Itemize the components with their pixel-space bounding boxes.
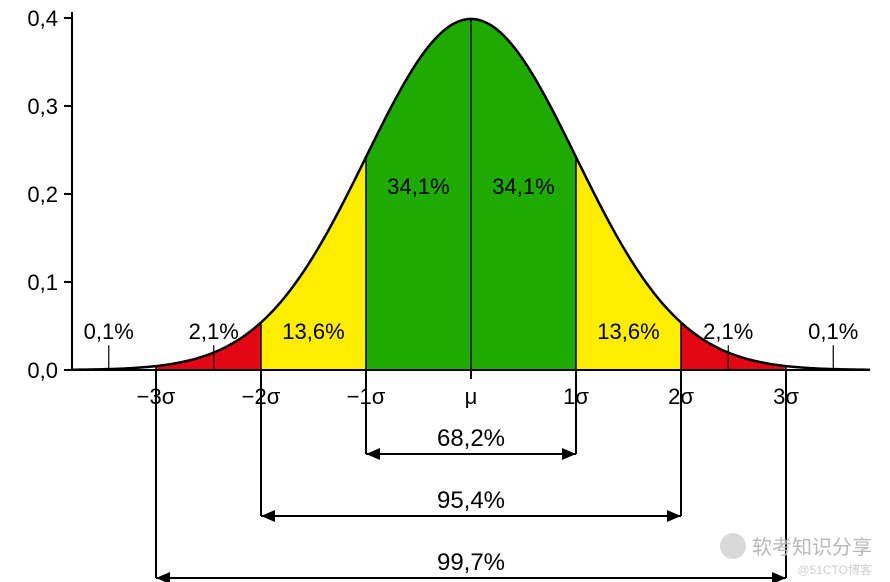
range-label: 68,2% (437, 425, 505, 452)
outer-label: 2,1% (703, 319, 753, 344)
y-tick-label: 0,0 (27, 358, 58, 383)
y-tick-label: 0,4 (27, 6, 58, 31)
y-tick-label: 0,2 (27, 182, 58, 207)
watermark: 软考知识分享 (720, 531, 872, 560)
region-label: 13,6% (282, 319, 344, 344)
y-tick-label: 0,3 (27, 94, 58, 119)
range-label: 95,4% (437, 487, 505, 514)
watermark-text: 软考知识分享 (752, 531, 872, 560)
range-label: 99,7% (437, 549, 505, 576)
outer-label: 0,1% (84, 319, 134, 344)
y-tick-label: 0,1 (27, 270, 58, 295)
x-tick-label: μ (465, 384, 478, 409)
wechat-icon (720, 533, 746, 559)
watermark-sub: @51CTO博客 (797, 561, 872, 578)
region-label: 13,6% (597, 319, 659, 344)
outer-label: 2,1% (189, 319, 239, 344)
normal-distribution-chart: 0,00,10,20,30,4−3σ−2σ−1σμ1σ2σ3σ13,6%34,1… (0, 0, 890, 582)
outer-label: 0,1% (808, 319, 858, 344)
region-label: 34,1% (492, 174, 554, 199)
region-label: 34,1% (387, 174, 449, 199)
